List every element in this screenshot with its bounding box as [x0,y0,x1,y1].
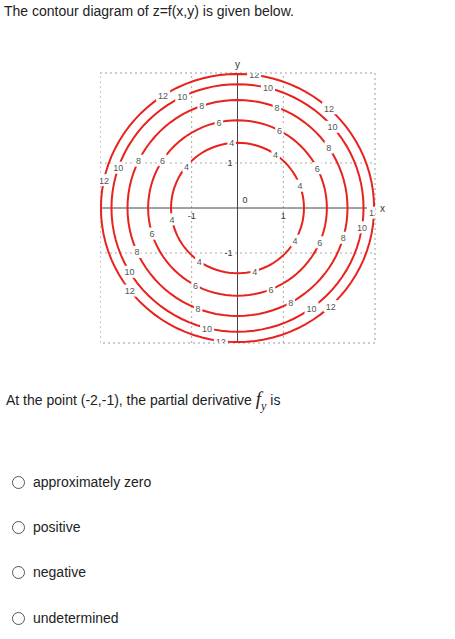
svg-text:6: 6 [268,285,273,295]
svg-text:-1: -1 [188,211,196,221]
svg-text:4: 4 [197,257,202,267]
svg-text:10: 10 [263,83,273,93]
svg-text:10: 10 [328,122,338,132]
svg-text:12: 12 [216,337,226,343]
svg-text:8: 8 [341,233,346,243]
svg-text:12: 12 [249,73,259,80]
svg-text:10: 10 [307,304,317,314]
svg-text:x: x [380,203,385,214]
svg-text:8: 8 [199,101,204,111]
svg-text:10: 10 [202,324,212,334]
svg-text:6: 6 [277,126,282,136]
svg-text:6: 6 [317,238,322,248]
svg-text:8: 8 [326,143,331,153]
svg-text:10: 10 [357,223,367,233]
svg-text:8: 8 [136,156,141,166]
html-text:undetermined: undetermined [33,610,119,626]
svg-text:1: 1 [227,158,232,168]
svg-text:0: 0 [243,195,248,205]
svg-text:6: 6 [150,229,155,239]
svg-text:12: 12 [326,302,336,312]
svg-text:12: 12 [369,208,375,218]
svg-text:4: 4 [273,150,278,160]
svg-text:6: 6 [315,164,320,174]
svg-text:1: 1 [281,211,286,221]
svg-text:12: 12 [324,104,334,114]
svg-text:4: 4 [293,236,298,246]
html-text:positive: positive [33,519,81,535]
svg-text:6: 6 [160,156,165,166]
svg-text:-1: -1 [224,248,232,258]
svg-text:6: 6 [216,118,221,128]
html-text:The contour diagram of z=f(x,y: The contour diagram of z=f(x,y) is given… [4,3,294,19]
svg-text:y: y [235,59,240,70]
svg-text:8: 8 [288,298,293,308]
svg-text:10: 10 [124,267,134,277]
html-text:approximately zero: approximately zero [33,474,152,490]
svg-text:10: 10 [113,163,123,173]
svg-text:4: 4 [229,138,234,148]
svg-text:8: 8 [135,247,140,257]
svg-text:12: 12 [125,286,135,296]
svg-text:6: 6 [193,281,198,291]
svg-text:12: 12 [100,176,109,186]
svg-text:12: 12 [158,91,168,101]
svg-text:4: 4 [184,162,189,172]
svg-text:10: 10 [177,92,187,102]
svg-text:8: 8 [196,304,201,314]
html-text:At the point (-2,-1), the part: At the point (-2,-1), the partial deriva… [6,388,281,413]
svg-text:8: 8 [274,103,279,113]
svg-text:4: 4 [170,215,175,225]
svg-text:4: 4 [297,181,302,191]
html-text:negative: negative [33,564,86,580]
svg-text:4: 4 [252,267,257,277]
